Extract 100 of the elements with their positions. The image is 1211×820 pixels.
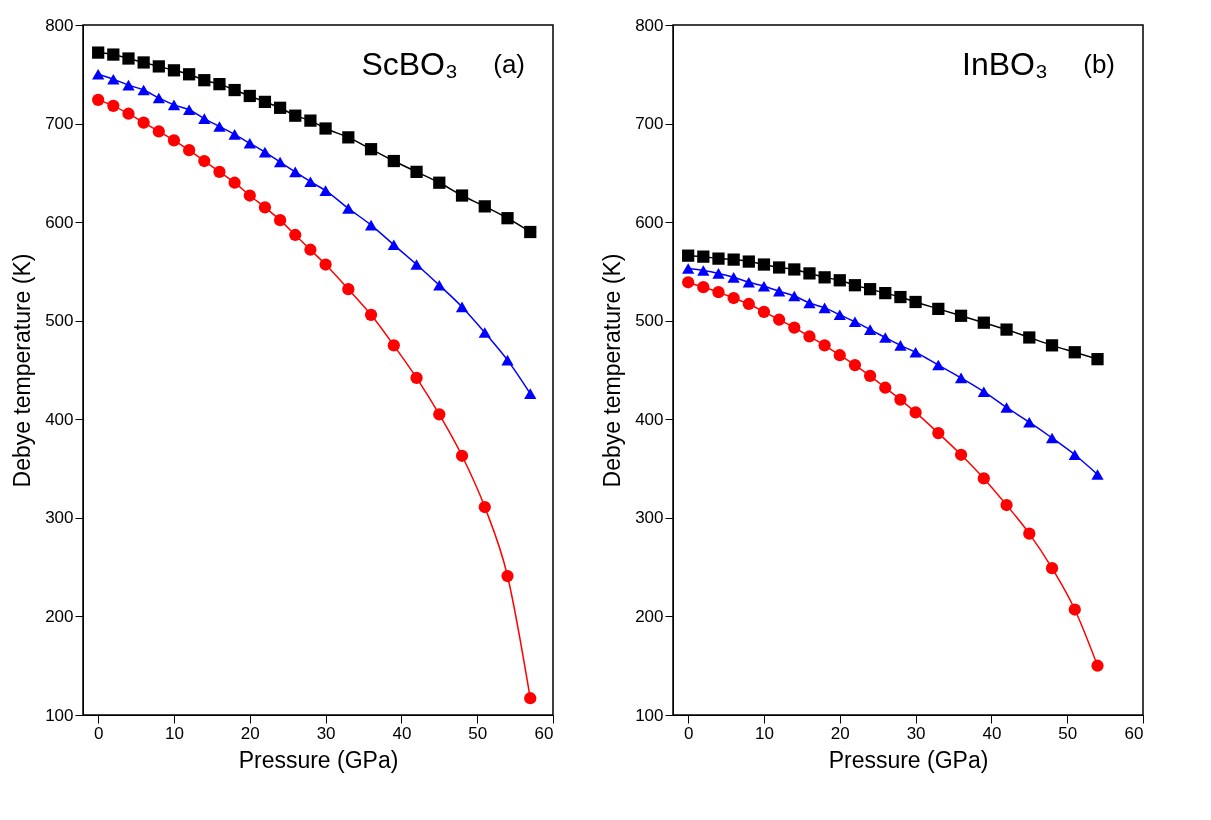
point bbox=[932, 426, 945, 440]
point bbox=[712, 286, 725, 299]
point bbox=[501, 212, 514, 225]
point bbox=[1045, 339, 1059, 352]
point bbox=[524, 388, 537, 399]
x-tick-label: 0 bbox=[93, 723, 104, 743]
point bbox=[1023, 331, 1036, 344]
point bbox=[243, 89, 256, 103]
point bbox=[213, 78, 226, 91]
point bbox=[727, 272, 740, 283]
point bbox=[304, 243, 317, 256]
point bbox=[1023, 416, 1036, 428]
y-tick-label: 300 bbox=[635, 508, 664, 528]
point bbox=[258, 146, 272, 158]
point bbox=[524, 225, 537, 239]
point bbox=[258, 95, 272, 109]
point bbox=[258, 201, 272, 214]
point bbox=[848, 279, 862, 292]
point bbox=[107, 99, 120, 112]
point bbox=[1091, 659, 1104, 672]
point bbox=[152, 125, 165, 138]
point bbox=[773, 313, 786, 326]
point bbox=[879, 381, 892, 394]
point bbox=[387, 239, 400, 251]
point bbox=[697, 281, 710, 294]
y-tick-label: 200 bbox=[635, 606, 664, 626]
point bbox=[818, 339, 831, 352]
point bbox=[697, 250, 710, 263]
point bbox=[848, 316, 862, 327]
point bbox=[122, 52, 135, 65]
point bbox=[1000, 498, 1013, 512]
x-axis-title: Pressure (GPa) bbox=[828, 746, 989, 773]
point bbox=[137, 56, 150, 69]
point bbox=[152, 60, 165, 73]
point bbox=[1000, 323, 1013, 336]
point bbox=[954, 309, 968, 322]
point bbox=[524, 692, 537, 705]
point bbox=[198, 154, 211, 168]
point bbox=[198, 74, 211, 87]
x-axis-title: Pressure (GPa) bbox=[238, 746, 399, 773]
point bbox=[167, 99, 181, 111]
point bbox=[818, 271, 831, 284]
y-tick-label: 700 bbox=[45, 114, 74, 134]
y-tick-label: 200 bbox=[45, 606, 74, 626]
point bbox=[228, 176, 241, 189]
point bbox=[757, 258, 771, 271]
point bbox=[1091, 469, 1104, 480]
point bbox=[909, 406, 922, 419]
point bbox=[319, 258, 332, 271]
point bbox=[228, 129, 241, 140]
point bbox=[833, 349, 846, 362]
point bbox=[833, 274, 846, 287]
point bbox=[342, 131, 355, 144]
point bbox=[410, 165, 423, 178]
point bbox=[183, 144, 196, 157]
point bbox=[757, 280, 771, 292]
point bbox=[213, 121, 226, 132]
point bbox=[273, 214, 287, 227]
point bbox=[1045, 432, 1059, 444]
point bbox=[727, 291, 740, 305]
x-tick-label: 50 bbox=[468, 723, 488, 743]
point bbox=[818, 302, 831, 314]
point bbox=[712, 252, 725, 265]
point bbox=[788, 263, 801, 276]
point bbox=[1091, 353, 1104, 366]
point bbox=[894, 393, 907, 406]
point bbox=[289, 228, 302, 242]
point bbox=[954, 448, 968, 461]
point bbox=[742, 255, 755, 268]
x-tick-label: 20 bbox=[240, 723, 260, 743]
x-tick-label: 60 bbox=[534, 723, 554, 743]
y-tick-label: 400 bbox=[45, 409, 74, 429]
point bbox=[909, 295, 922, 309]
point bbox=[433, 408, 446, 421]
point bbox=[92, 93, 105, 107]
point bbox=[387, 154, 400, 168]
point bbox=[167, 64, 181, 77]
y-tick-label: 100 bbox=[45, 705, 74, 725]
point bbox=[364, 143, 378, 156]
annotation: InBO₃ bbox=[962, 46, 1048, 82]
point bbox=[501, 354, 514, 366]
point bbox=[977, 316, 990, 329]
point bbox=[1068, 346, 1081, 359]
x-tick-label: 50 bbox=[1058, 723, 1078, 743]
point bbox=[1068, 603, 1081, 616]
point bbox=[478, 500, 491, 514]
point bbox=[977, 472, 990, 485]
y-tick-label: 100 bbox=[635, 705, 664, 725]
point bbox=[228, 83, 241, 97]
point bbox=[1068, 449, 1081, 461]
x-tick-label: 40 bbox=[392, 723, 412, 743]
annotation: (a) bbox=[493, 49, 525, 79]
point bbox=[727, 253, 740, 266]
point bbox=[1000, 402, 1013, 413]
point bbox=[167, 134, 181, 147]
y-tick-label: 800 bbox=[45, 15, 74, 35]
x-tick-label: 10 bbox=[755, 723, 774, 743]
x-tick-label: 30 bbox=[316, 723, 336, 743]
point bbox=[304, 176, 317, 188]
point bbox=[879, 332, 892, 343]
